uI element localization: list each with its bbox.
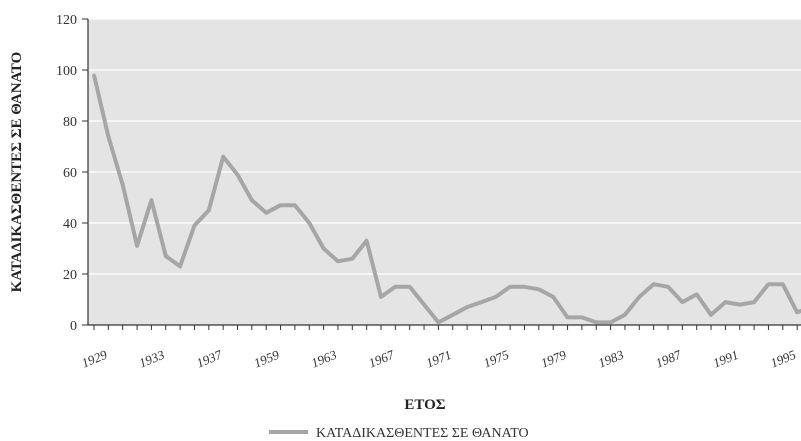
legend-label: ΚΑΤΑΔΙΚΑΣΘΕΝΤΕΣ ΣΕ ΘΑΝΑΤΟ	[316, 426, 529, 441]
data-point	[795, 310, 799, 314]
data-point	[92, 73, 96, 77]
data-point	[322, 246, 326, 251]
data-point	[436, 320, 440, 325]
y-tick-label: 0	[70, 319, 77, 334]
data-point	[709, 313, 713, 317]
y-tick-label: 40	[63, 217, 77, 232]
x-tick-label: 1959	[252, 347, 282, 371]
data-point	[192, 223, 197, 228]
x-tick-label: 1933	[137, 347, 167, 371]
x-tick-label: 1967	[366, 347, 396, 371]
y-axis-label: ΚΑΤΑΔΙΚΑΣΘΕΝΤΕΣ ΣΕ ΘΑΝΑΤΟ	[9, 52, 25, 293]
data-point	[149, 198, 153, 202]
data-point	[522, 285, 527, 289]
x-tick-label: 1963	[309, 347, 339, 371]
x-tick-label: 1979	[539, 347, 569, 371]
data-point	[121, 183, 125, 187]
x-tick-label: 1987	[653, 347, 683, 371]
data-point	[106, 134, 110, 138]
data-point	[135, 244, 139, 248]
data-point	[293, 203, 297, 207]
y-tick-label: 100	[56, 64, 77, 79]
data-point	[781, 282, 785, 286]
data-point	[264, 211, 268, 215]
data-point	[666, 285, 670, 289]
data-point	[393, 285, 397, 289]
data-point	[652, 282, 656, 286]
data-point	[494, 295, 498, 299]
y-axis-ticks: 0 20 40 60 80 100 120	[56, 13, 88, 334]
data-point	[336, 259, 340, 263]
data-point	[551, 295, 555, 299]
data-point	[365, 239, 369, 243]
x-tick-label: 1975	[481, 347, 511, 371]
data-point	[623, 313, 627, 317]
data-point	[408, 285, 412, 289]
x-tick-label: 1995	[768, 347, 798, 371]
x-tick-label: 1971	[424, 347, 454, 371]
y-tick-label: 120	[56, 13, 77, 28]
x-tick-label: 1991	[711, 347, 741, 371]
data-point	[451, 313, 455, 317]
data-point	[379, 295, 383, 299]
data-point	[422, 303, 426, 307]
data-point	[637, 295, 641, 299]
data-point	[278, 203, 283, 207]
x-tick-label: 1983	[596, 347, 626, 371]
data-point	[609, 320, 613, 325]
data-point	[479, 300, 484, 304]
data-point	[565, 315, 570, 319]
data-point	[178, 264, 182, 268]
data-point	[250, 198, 254, 202]
data-point	[537, 287, 541, 291]
x-axis-ticks: 1929 1933 1937 1959 1963 1967 1971 1975 1979 1983…	[79, 325, 798, 371]
data-point	[350, 257, 354, 261]
data-point	[738, 303, 742, 307]
data-point	[723, 300, 728, 304]
data-point	[164, 254, 168, 258]
data-point	[580, 315, 584, 319]
x-tick-label: 1929	[79, 347, 109, 371]
data-point	[207, 208, 211, 212]
data-points	[92, 73, 799, 325]
data-point	[508, 285, 512, 289]
data-point	[695, 292, 699, 296]
data-point	[221, 155, 225, 159]
x-tick-label: 1937	[194, 347, 224, 371]
y-tick-label: 80	[63, 115, 77, 130]
data-point	[594, 320, 598, 325]
data-point	[235, 172, 240, 177]
y-tick-label: 20	[63, 268, 77, 283]
data-point	[680, 300, 684, 304]
data-point	[465, 305, 469, 309]
gridlines	[88, 18, 801, 275]
y-tick-label: 60	[63, 166, 77, 181]
data-point	[766, 282, 771, 286]
data-point	[307, 221, 311, 225]
x-axis-label: ΕΤΟΣ	[404, 397, 445, 413]
data-point	[752, 300, 756, 304]
